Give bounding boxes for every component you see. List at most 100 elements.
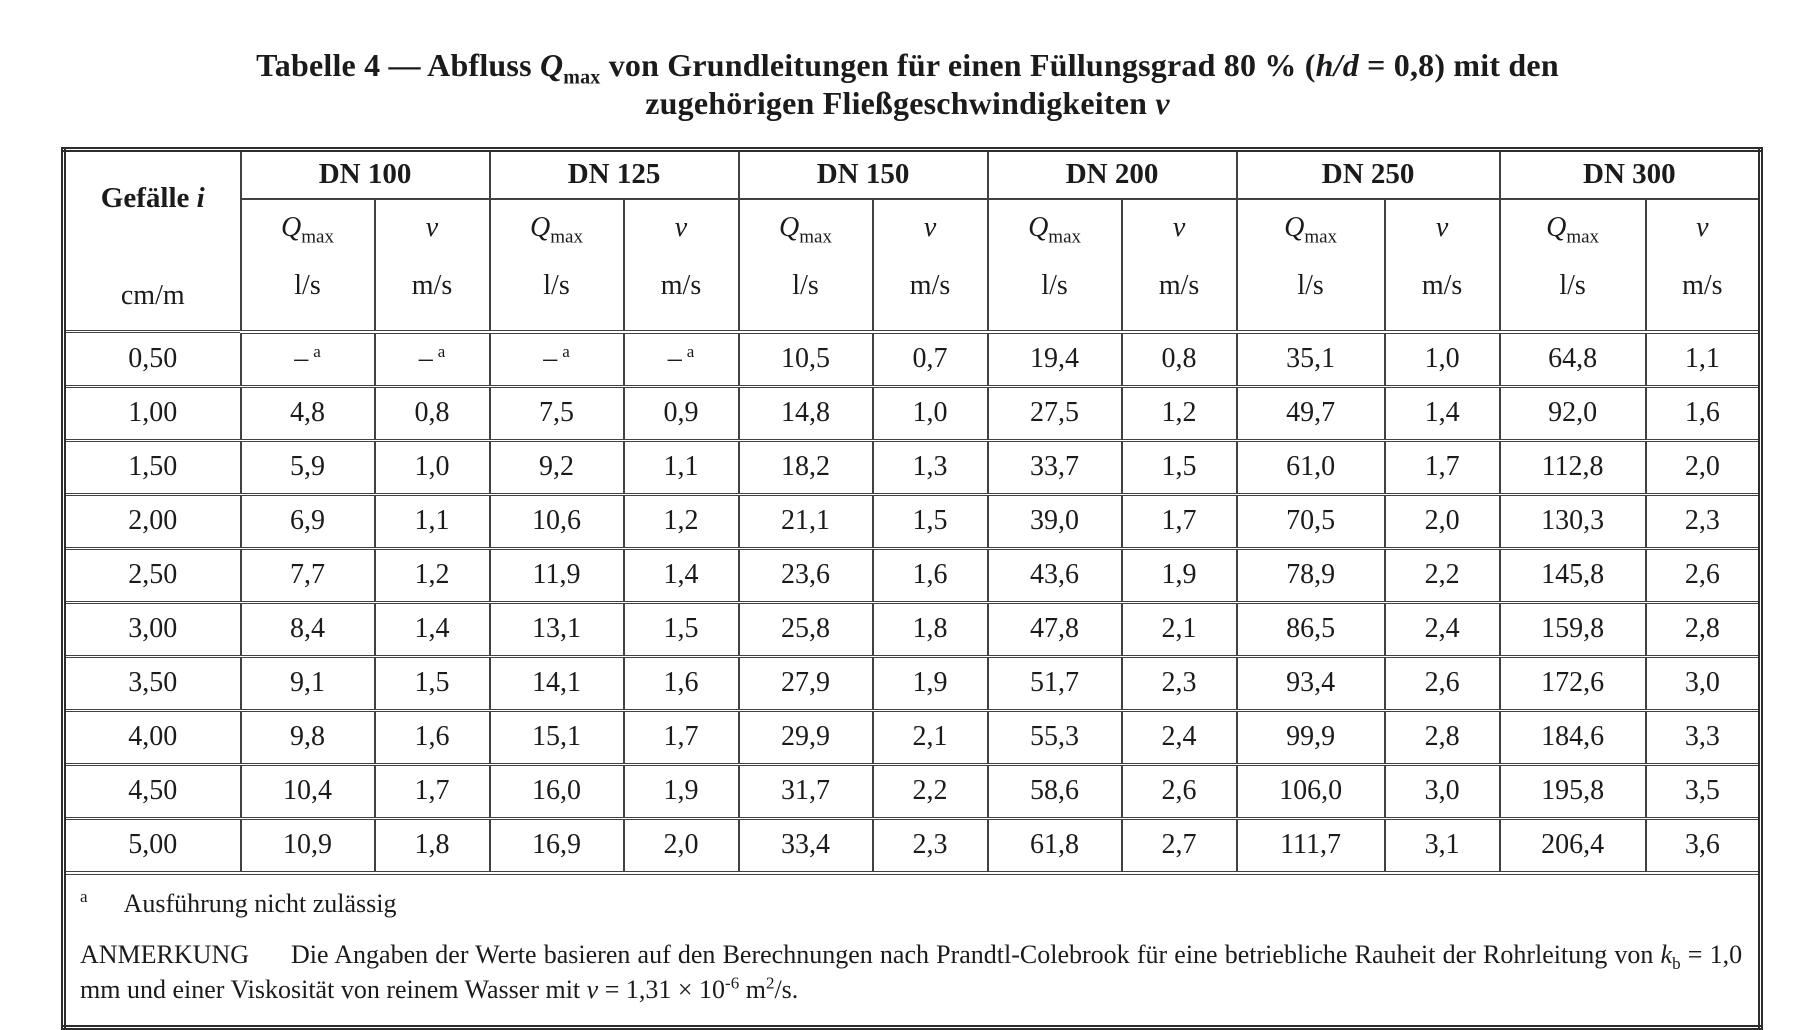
data-cell: 2,2 <box>1383 546 1501 604</box>
gefaelle-label: Gefälle i <box>66 182 240 215</box>
velocity-unit: m/s <box>411 269 453 301</box>
table-row: 4,50 10,4 1,7 16,0 1,9 31,7 2,2 58,6 2,6 106,0 3,0… <box>62 762 1762 820</box>
gefaelle-label-text: Gefälle <box>100 181 197 214</box>
data-cell: 21,1 <box>737 492 874 550</box>
qmax-column-header: Qmax l/s <box>1235 197 1386 334</box>
table-row: 4,00 9,8 1,6 15,1 1,7 29,9 2,1 55,3 2,4 99,9 2,8 18… <box>62 708 1762 766</box>
qmax-unit: l/s <box>543 269 570 301</box>
data-cell: 1,1 <box>373 492 491 550</box>
data-cell: 13,1 <box>488 600 625 658</box>
table-row: 1,50 5,9 1,0 9,2 1,1 18,2 1,3 33,7 1,5 61,0 1,7 112… <box>62 438 1762 496</box>
data-cell: 2,8 <box>1644 600 1762 658</box>
data-cell: 1,0 <box>871 384 989 442</box>
velocity-symbol: v <box>1696 211 1709 243</box>
data-cell: 3,0 <box>1644 654 1762 712</box>
data-cell: 1,0 <box>373 438 491 496</box>
data-cell: 3,0 <box>1383 762 1501 820</box>
data-cell: 3,3 <box>1644 708 1762 766</box>
dn-group-header: DN 150 <box>737 149 989 200</box>
anmerkung-text: = 1,0 mm und einer Viskosität von reinem… <box>80 939 1743 1004</box>
data-cell: 1,4 <box>1383 384 1501 442</box>
data-cell: 1,9 <box>1120 546 1238 604</box>
velocity-column-header: v m/s <box>871 197 989 334</box>
gefaelle-value-cell: 1,00 <box>62 384 242 442</box>
data-cell: – a <box>488 330 625 388</box>
data-cell: – a <box>373 330 491 388</box>
data-cell: 1,5 <box>1120 438 1238 496</box>
gefaelle-header-cell: Gefälle i cm/m <box>62 149 242 332</box>
data-cell: 27,5 <box>986 384 1123 442</box>
data-cell: 1,6 <box>871 546 989 604</box>
data-cell: 43,6 <box>986 546 1123 604</box>
data-cell: 1,8 <box>871 600 989 658</box>
data-cell: 2,0 <box>1644 438 1762 496</box>
gefaelle-header-content: Gefälle i cm/m <box>66 152 240 324</box>
table-body: 0,50– a – a – a – a 10,5 0,7 19,4 0,8 35,1 1,0 64,8 1,1… <box>62 330 1762 875</box>
data-cell: 0,7 <box>871 330 989 388</box>
data-cell: 2,0 <box>622 816 740 875</box>
data-cell: 195,8 <box>1498 762 1647 820</box>
data-cell: 33,7 <box>986 438 1123 496</box>
anmerkung-label: ANMERKUNG <box>80 939 249 969</box>
data-cell: 2,3 <box>871 816 989 875</box>
data-cell: 112,8 <box>1498 438 1647 496</box>
data-cell: 51,7 <box>986 654 1123 712</box>
qmax-column-header: Qmax l/s <box>1498 197 1647 334</box>
data-cell: 8,4 <box>239 600 376 658</box>
data-cell: 70,5 <box>1235 492 1386 550</box>
gefaelle-i-symbol: i <box>196 181 205 214</box>
dash-value: – <box>667 343 682 375</box>
data-cell: 184,6 <box>1498 708 1647 766</box>
dn-group-header: DN 200 <box>986 149 1238 200</box>
qmax-unit: l/s <box>1559 269 1586 301</box>
gefaelle-value-cell: 4,50 <box>62 762 242 820</box>
data-cell: 0,8 <box>1120 330 1238 388</box>
dash-value: – <box>543 343 558 375</box>
qmax-unit: l/s <box>1297 269 1324 301</box>
data-cell: 7,5 <box>488 384 625 442</box>
data-cell: 1,7 <box>622 708 740 766</box>
data-cell: 1,7 <box>373 762 491 820</box>
dn-header-row: Gefälle i cm/m DN 100 DN 125 DN 150 DN 200 D… <box>62 149 1762 332</box>
data-cell: 1,2 <box>373 546 491 604</box>
velocity-column-header: v m/s <box>1644 197 1762 334</box>
table-row: 3,00 8,4 1,4 13,1 1,5 25,8 1,8 47,8 2,1 86,5 2,4 15… <box>62 600 1762 658</box>
data-cell: 14,8 <box>737 384 874 442</box>
kb-symbol: k <box>1660 939 1673 969</box>
velocity-unit: m/s <box>909 269 951 301</box>
data-cell: 16,9 <box>488 816 625 875</box>
data-cell: 1,4 <box>373 600 491 658</box>
data-cell: 1,6 <box>1644 384 1762 442</box>
velocity-symbol: v <box>1435 211 1449 243</box>
quantity-header-row: Qmax l/s v m/s Qmax l/s v m/s Qmax l/s v m/s Qmax l/s… <box>64 197 1762 334</box>
dash-value: – <box>418 343 433 375</box>
data-cell: 1,7 <box>1120 492 1238 550</box>
data-cell: 145,8 <box>1498 546 1647 604</box>
data-cell: – a <box>622 330 740 388</box>
data-cell: 1,2 <box>1120 384 1238 442</box>
data-cell: 93,4 <box>1235 654 1386 712</box>
data-cell: 10,9 <box>239 816 376 875</box>
data-cell: 1,7 <box>1383 438 1501 496</box>
gefaelle-value-cell: 1,50 <box>62 438 242 496</box>
table-row: 0,50– a – a – a – a 10,5 0,7 19,4 0,8 35,1 1,0 64,8 1,1 <box>62 330 1762 388</box>
data-cell: 35,1 <box>1235 330 1386 388</box>
data-cell: 159,8 <box>1498 600 1647 658</box>
velocity-symbol: v <box>1172 211 1186 243</box>
table-row: 2,50 7,7 1,2 11,9 1,4 23,6 1,6 43,6 1,9 78,9 2,2 14… <box>62 546 1762 604</box>
data-cell: 2,3 <box>1644 492 1762 550</box>
data-cell: 39,0 <box>986 492 1123 550</box>
qmax-symbol: Qmax <box>1546 211 1600 248</box>
gefaelle-value-cell: 3,00 <box>62 600 242 658</box>
data-cell: 1,0 <box>1383 330 1501 388</box>
data-cell: 10,6 <box>488 492 625 550</box>
data-cell: 78,9 <box>1235 546 1386 604</box>
data-cell: 47,8 <box>986 600 1123 658</box>
data-cell: 1,1 <box>1644 330 1762 388</box>
data-cell: 111,7 <box>1235 816 1386 875</box>
title-qmax-symbol: Q <box>539 47 564 83</box>
dn-group-header: DN 250 <box>1235 149 1501 200</box>
qmax-symbol: Qmax <box>1028 211 1082 248</box>
data-cell: 27,9 <box>737 654 874 712</box>
